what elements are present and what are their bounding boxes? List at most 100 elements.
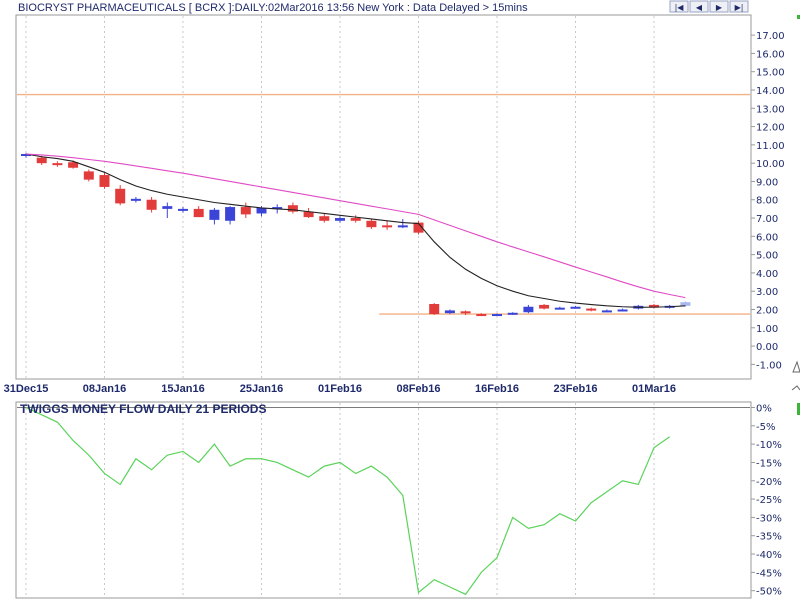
- candle-body: [21, 154, 31, 157]
- candle-body: [319, 216, 330, 221]
- skip-back-icon: |◀: [675, 3, 685, 12]
- candle-body: [382, 225, 393, 228]
- candle-body: [429, 304, 440, 315]
- candle-body: [350, 218, 361, 221]
- money-flow-series: [25, 406, 671, 596]
- candle-body: [162, 206, 173, 209]
- indicator-ytick-label: -35%: [756, 532, 782, 543]
- price-ytick-label: 13.00: [756, 104, 785, 115]
- expand-arrow-icon[interactable]: [791, 385, 800, 391]
- candle-body: [225, 207, 236, 221]
- candle-body: [444, 310, 455, 314]
- candle-body: [209, 209, 220, 220]
- price-ytick-label: 10.00: [756, 159, 785, 170]
- candle-body: [601, 310, 612, 313]
- indicator-ytick-label: -10%: [756, 440, 782, 451]
- indicator-ytick-label: -5%: [756, 422, 775, 433]
- first-page-button[interactable]: [669, 0, 689, 13]
- price-ytick-label: 11.00: [756, 141, 785, 152]
- next-page-button[interactable]: [709, 0, 729, 13]
- candle-body: [178, 208, 188, 211]
- price-ytick-label: 5.00: [756, 251, 778, 262]
- candle-body: [99, 175, 110, 187]
- candle-body: [68, 162, 79, 168]
- candle-body: [36, 157, 47, 164]
- candle-body: [476, 314, 487, 317]
- price-grid: [25, 16, 655, 378]
- price-ytick-label: 2.00: [756, 305, 778, 316]
- candle-body: [115, 188, 126, 204]
- price-ytick-label: -1.00: [756, 360, 782, 371]
- indicator-ytick-label: -40%: [756, 550, 782, 561]
- price-edge-marker: [797, 15, 800, 19]
- candle-body: [539, 304, 550, 309]
- date-xtick-label: 08Feb16: [396, 383, 440, 395]
- indicator-ytick-label: -45%: [756, 568, 782, 579]
- arrow-left-icon: ◀: [696, 3, 703, 12]
- date-xtick-label: 01Feb16: [318, 383, 362, 395]
- price-panel-frame: [15, 14, 752, 380]
- date-xtick-label: 08Jan16: [83, 383, 126, 395]
- date-axis: 31Dec15 08Jan16 15Jan16 25Jan16 01Feb16 08Feb…: [4, 383, 676, 395]
- prev-page-button[interactable]: [689, 0, 709, 13]
- slow-average-line: [25, 153, 686, 299]
- price-candles: [21, 153, 691, 317]
- indicator-ytick-label: -20%: [756, 477, 782, 488]
- candle-body: [570, 306, 581, 309]
- indicator-ytick-label: -50%: [756, 587, 782, 598]
- money-flow-line: [25, 406, 671, 596]
- indicator-ytick-label: -25%: [756, 495, 782, 506]
- candle-body: [460, 311, 471, 314]
- indicator-panel-frame: [15, 401, 752, 599]
- indicator-ytick-label: -15%: [756, 458, 782, 469]
- date-xtick-label: 16Feb16: [475, 383, 519, 395]
- candle-body: [146, 199, 157, 210]
- candle-body: [240, 207, 251, 215]
- price-ytick-label: 8.00: [756, 196, 778, 207]
- price-axis: 17.00 16.00 15.00 14.00 13.00 12.00 11.00 10.00…: [751, 31, 785, 371]
- candle-body: [193, 208, 204, 218]
- candle-body: [617, 309, 628, 312]
- candle-body: [366, 220, 377, 228]
- skip-forward-icon: ▶|: [735, 3, 744, 12]
- candle-body: [649, 304, 659, 308]
- date-xtick-label: 01Mar16: [632, 383, 676, 395]
- price-ytick-label: 16.00: [756, 49, 785, 60]
- candle-body: [335, 218, 345, 221]
- price-ytick-label: 6.00: [756, 232, 778, 243]
- candle-body: [586, 308, 597, 311]
- indicator-ytick-label: 0%: [756, 403, 772, 414]
- candle-body: [554, 307, 565, 310]
- candle-body: [272, 207, 283, 210]
- price-support-lines: [17, 93, 750, 315]
- chart-title: BIOCRYST PHARMACEUTICALS [ BCRX ]:DAILY:…: [18, 2, 528, 14]
- candle-body: [492, 314, 502, 317]
- candle-body: [680, 302, 691, 306]
- indicator-grid: [17, 403, 750, 597]
- candle-body: [507, 312, 518, 315]
- moving-averages: [25, 153, 686, 308]
- candle-body: [397, 225, 408, 228]
- price-ytick-label: 9.00: [756, 177, 778, 188]
- fast-average-line: [25, 153, 686, 308]
- last-page-button[interactable]: [729, 0, 749, 13]
- indicator-axis: 0% -5% -10% -15% -20% -25% -30% -35% -40% -45% -50…: [751, 403, 782, 598]
- indicator-ytick-label: -30%: [756, 513, 782, 524]
- candle-body: [303, 211, 314, 218]
- candle-body: [130, 198, 141, 201]
- date-xtick-label: 31Dec15: [4, 383, 49, 395]
- date-xtick-label: 15Jan16: [161, 383, 204, 395]
- date-xtick-label: 23Feb16: [553, 383, 597, 395]
- scroll-arrow-icon[interactable]: [792, 360, 800, 373]
- candle-body: [413, 222, 424, 233]
- candle-body: [83, 171, 94, 180]
- price-ytick-label: 14.00: [756, 86, 785, 97]
- candle-body: [287, 205, 298, 212]
- price-ytick-label: 3.00: [756, 287, 778, 298]
- candle-body: [523, 306, 534, 313]
- date-xtick-label: 25Jan16: [240, 383, 283, 395]
- candle-body: [52, 163, 63, 166]
- price-ytick-label: 15.00: [756, 68, 785, 79]
